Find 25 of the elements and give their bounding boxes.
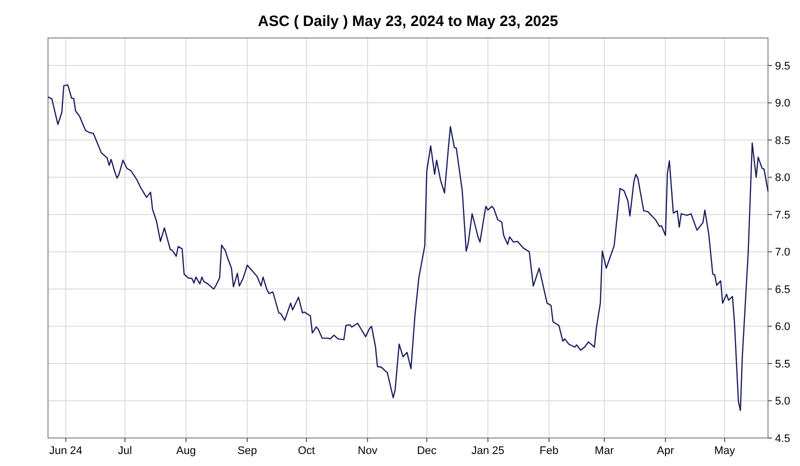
y-tick-label: 8.5 [775, 134, 790, 147]
x-tick-label: Nov [358, 445, 378, 457]
x-tick-label: Feb [540, 445, 559, 457]
y-tick-label: 5.0 [775, 396, 790, 408]
x-tick-label: Sep [237, 445, 258, 457]
x-tick-label: May [714, 445, 736, 457]
x-tick-label: Oct [298, 445, 315, 457]
y-tick-label: 6.5 [775, 284, 790, 296]
x-tick-label: Dec [416, 445, 438, 457]
x-tick-label: Jun 24 [49, 445, 82, 457]
y-tick-label: 5.5 [775, 358, 790, 370]
x-tick-label: Jul [118, 445, 132, 457]
y-tick-label: 9.0 [775, 98, 790, 110]
y-tick-label: 4.5 [775, 432, 790, 445]
y-tick-label: 7.0 [775, 246, 790, 259]
chart-title: ASC ( Daily ) May 23, 2024 to May 23, 2025 [258, 13, 558, 30]
y-tick-label: 8.0 [775, 172, 790, 184]
x-tick-label: Aug [176, 445, 196, 457]
y-tick-label: 6.0 [775, 321, 790, 334]
x-tick-label: Jan 25 [471, 445, 504, 457]
y-tick-label: 9.5 [775, 60, 790, 72]
y-tick-label: 7.5 [775, 209, 790, 222]
line-series [47, 84, 769, 412]
x-tick-label: Apr [656, 445, 674, 457]
x-tick-label: Mar [594, 445, 614, 457]
